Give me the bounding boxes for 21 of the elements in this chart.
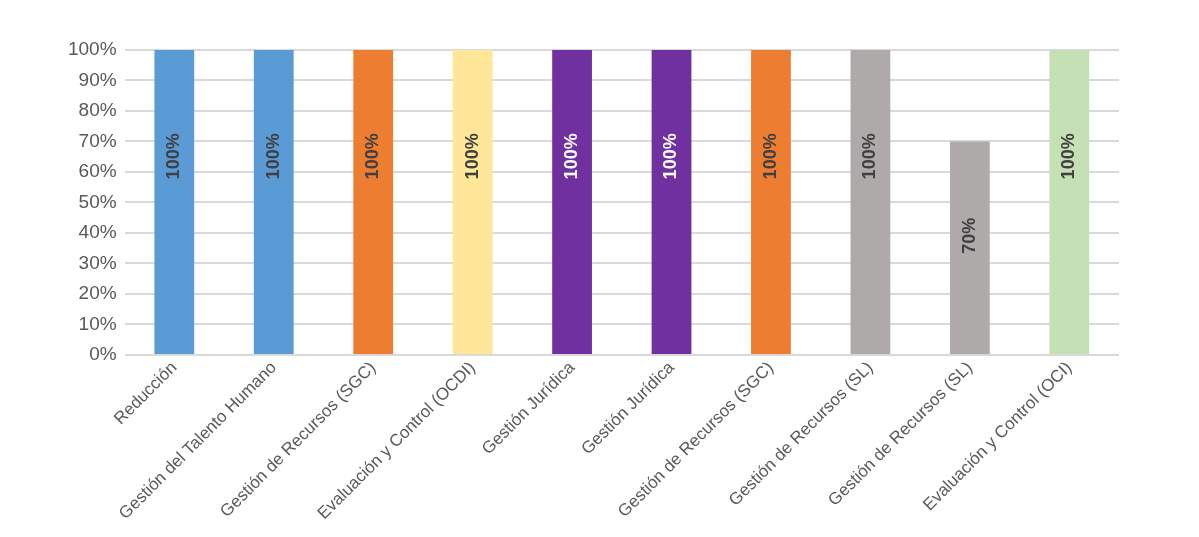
data-label: 100% bbox=[262, 133, 283, 180]
data-label: 70% bbox=[958, 217, 979, 254]
data-label: 100% bbox=[759, 133, 780, 180]
y-tick-label: 50% bbox=[78, 190, 117, 212]
data-label: 100% bbox=[1058, 133, 1079, 180]
y-tick-label: 40% bbox=[78, 221, 117, 243]
y-tick-label: 90% bbox=[78, 68, 117, 90]
data-label: 100% bbox=[163, 133, 184, 180]
data-label: 100% bbox=[859, 133, 880, 180]
y-tick-label: 60% bbox=[78, 160, 117, 182]
y-tick-label: 70% bbox=[78, 129, 117, 151]
y-tick-label: 30% bbox=[78, 251, 117, 273]
y-tick-label: 20% bbox=[78, 282, 117, 304]
y-tick-label: 10% bbox=[78, 312, 117, 334]
y-tick-label: 80% bbox=[78, 99, 117, 121]
y-tick-label: 0% bbox=[89, 343, 117, 365]
data-label: 100% bbox=[362, 133, 383, 180]
data-label: 100% bbox=[461, 133, 482, 180]
y-tick-label: 100% bbox=[67, 38, 117, 60]
data-label: 100% bbox=[660, 133, 681, 180]
data-label: 100% bbox=[561, 133, 582, 180]
